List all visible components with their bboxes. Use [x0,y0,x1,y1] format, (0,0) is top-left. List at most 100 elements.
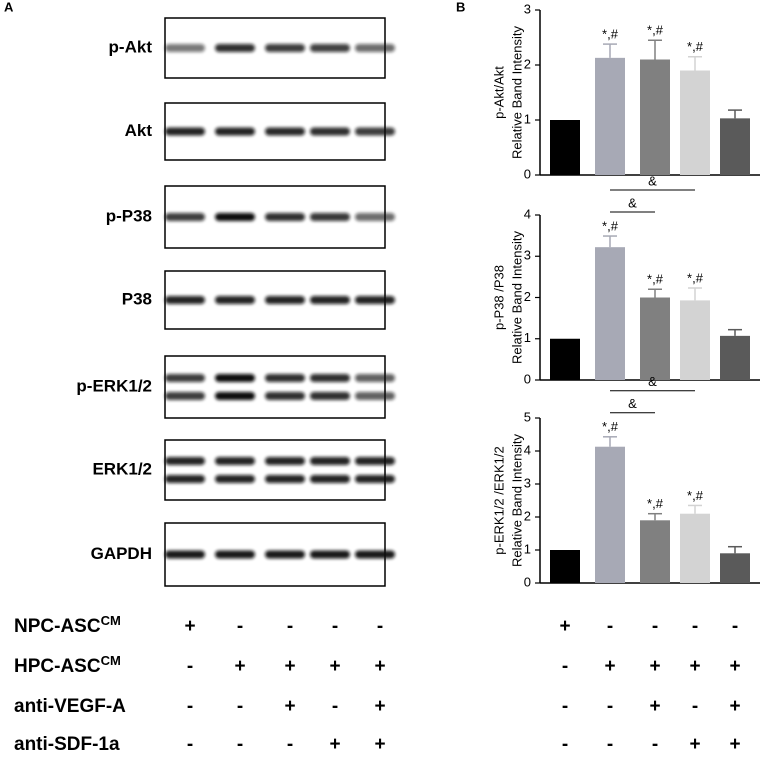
y-tick-label: 2 [524,508,531,523]
significance-label: *,# [647,272,664,287]
y-tick-label: 3 [524,248,531,263]
band [310,296,350,304]
bar [680,300,710,380]
error-bar [603,436,617,447]
sign: - [652,616,658,637]
y-tick-label: 2 [524,56,531,71]
sign: - [287,734,293,755]
condition-label: anti-VEGF-A [14,696,126,717]
band [165,457,205,465]
sign: + [284,696,295,717]
band [355,392,395,400]
sign: - [332,696,338,717]
condition-name: NPC-ASC [14,616,101,637]
bar [550,120,580,175]
condition-sup: CM [101,653,121,668]
bar [550,550,580,583]
band [265,213,305,221]
condition-sup: CM [101,613,121,628]
y-axis-label: p-Akt/Akt [491,66,506,119]
band [310,457,350,465]
condition-label: anti-SDF-1a [14,734,120,755]
band [215,374,255,382]
sign: - [692,696,698,717]
band [310,44,350,52]
sign: - [237,616,243,637]
bar [640,520,670,583]
sign: + [329,734,340,755]
sign: + [374,696,385,717]
bar [550,338,580,380]
sign: - [187,734,193,755]
band [165,44,205,52]
blot-label: p-ERK1/2 [76,376,152,395]
band [265,374,305,382]
error-bar [688,287,702,301]
sign: - [562,696,568,717]
band [310,127,350,136]
significance-label: *,# [602,218,619,233]
sign: - [607,696,613,717]
condition-label: NPC-ASCCM [14,613,121,637]
band [310,392,350,400]
band [265,475,305,483]
error-bar [688,504,702,514]
sign: - [332,616,338,637]
condition-label: HPC-ASCCM [14,653,121,677]
y-tick-label: 1 [524,541,531,556]
y-tick-label: 3 [524,475,531,490]
sign: - [607,734,613,755]
sign: + [689,656,700,677]
bar [595,446,625,583]
blot-label: ERK1/2 [92,459,152,478]
blot-label: P38 [122,289,152,308]
band [355,296,395,304]
panel-label: B [456,0,465,14]
band [265,392,305,400]
sign: - [732,616,738,637]
band [355,457,395,465]
error-bar [648,39,662,60]
significance-label: *,# [602,419,619,434]
y-tick-label: 5 [524,409,531,424]
sign: - [377,616,383,637]
band [265,127,305,136]
sign: + [374,656,385,677]
sign: - [287,616,293,637]
bar [640,59,670,175]
condition-name: anti-VEGF-A [14,696,126,717]
panel-label: A [4,0,14,14]
band [215,392,255,400]
error-bar [648,288,662,298]
y-tick-label: 4 [524,206,531,221]
bar [640,297,670,380]
sign: - [562,734,568,755]
blot-label: Akt [125,121,153,140]
y-tick-label: 3 [524,1,531,16]
sign: - [607,616,613,637]
band [355,127,395,136]
sign: + [689,734,700,755]
band [265,457,305,465]
band [215,457,255,465]
error-bar [688,56,702,71]
y-tick-label: 4 [524,442,531,457]
bar [595,57,625,175]
sign: - [187,656,193,677]
bar [595,247,625,380]
error-bar [728,328,742,336]
y-axis-label: Relative Band Intensity [509,231,524,364]
band [165,213,205,221]
blot-label: GAPDH [91,544,152,563]
band [165,374,205,382]
sign: - [692,616,698,637]
band [215,296,255,304]
y-tick-label: 0 [524,574,531,589]
y-axis-label: Relative Band Intensity [509,434,524,567]
band [215,44,255,52]
sign: - [237,734,243,755]
sign: + [729,734,740,755]
band [265,550,305,559]
sign: - [237,696,243,717]
sign: - [562,656,568,677]
